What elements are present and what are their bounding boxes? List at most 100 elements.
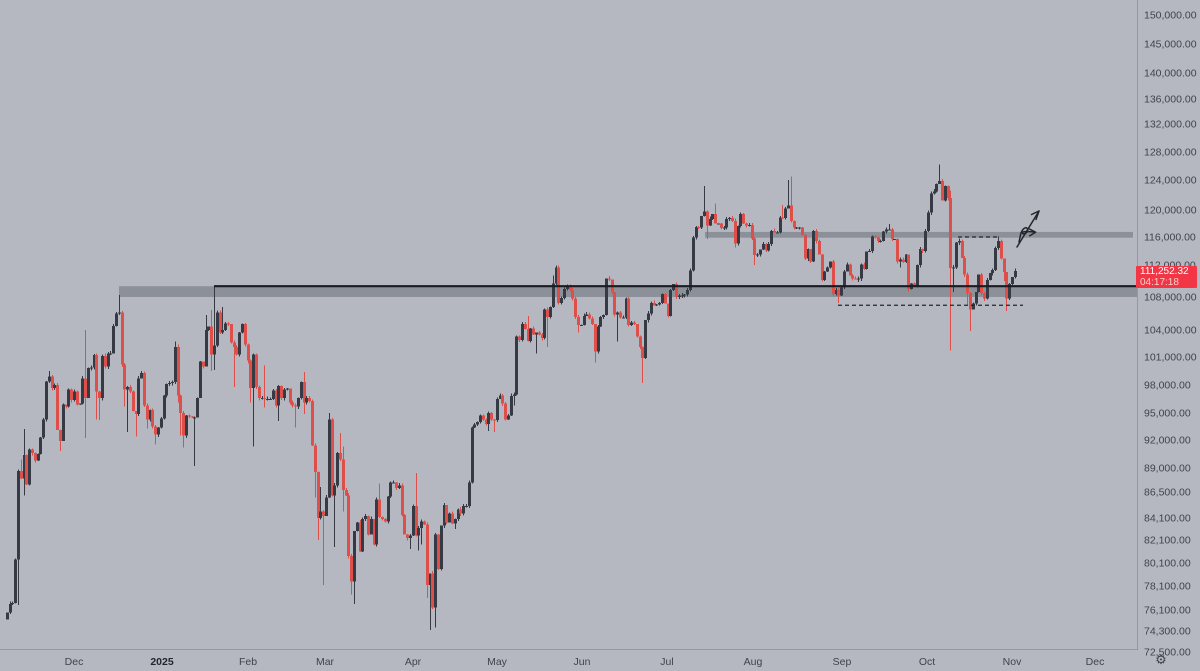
candle-body	[6, 612, 9, 620]
candle-body	[294, 405, 297, 407]
candle-body	[1003, 258, 1006, 273]
candle-body	[126, 386, 129, 390]
resistance-zone-116k[interactable]	[705, 231, 1133, 238]
zone-drawings[interactable]	[119, 231, 1137, 297]
price-tick-label: 84,100.00	[1144, 513, 1191, 525]
candle-body	[532, 328, 535, 335]
candle-body	[930, 193, 933, 213]
candle-body	[121, 312, 124, 365]
candle-body	[571, 289, 574, 299]
candle-body	[487, 413, 490, 424]
candle-body	[653, 302, 656, 306]
candle-body	[39, 437, 42, 454]
candle-body	[95, 355, 98, 392]
time-axis[interactable]: Dec 2025 Feb Mar Apr May Jun Jul Aug Sep Oct Nov Dec	[65, 656, 1105, 668]
candle-body	[317, 471, 320, 518]
candle-body	[53, 385, 56, 388]
candle-body	[149, 410, 152, 420]
last-price-badge[interactable]: 111,252.32 04:17:18	[1136, 266, 1197, 288]
candle-body	[359, 522, 362, 552]
candle-body	[322, 511, 325, 516]
candle-body	[667, 303, 670, 316]
candle-body	[846, 264, 849, 272]
candle-body	[513, 394, 516, 397]
projected-breakout-arrow[interactable]	[1016, 210, 1040, 248]
candle-body	[163, 395, 166, 419]
candle-body	[636, 324, 639, 337]
candle-body	[807, 248, 810, 259]
candle-body	[899, 259, 902, 262]
candle-body	[381, 516, 384, 520]
candle-body	[723, 227, 726, 229]
candle-body	[277, 385, 280, 406]
candle-body	[333, 485, 336, 496]
line-drawings[interactable]	[214, 210, 1137, 306]
candle-body	[725, 218, 728, 228]
candle-body	[599, 316, 602, 327]
arrow-stroke	[1028, 228, 1037, 237]
candle-body	[258, 386, 261, 399]
candle-body	[207, 326, 210, 330]
candle-body	[398, 485, 401, 489]
settings-gear-icon[interactable]: ⚙	[1155, 652, 1167, 667]
candle-body	[23, 454, 26, 479]
candle-body	[966, 274, 969, 293]
candle-body	[994, 248, 997, 270]
candle-body	[129, 386, 132, 392]
supply-zone-108k[interactable]	[119, 286, 1137, 297]
candle-body	[227, 323, 230, 325]
candle-body	[734, 220, 737, 244]
price-axis[interactable]: 150,000.00 145,000.00 140,000.00 136,000.00…	[1144, 10, 1197, 659]
candle-body	[961, 241, 964, 258]
candle-body	[809, 248, 812, 262]
candle-body	[762, 244, 765, 250]
candle-body	[891, 229, 894, 240]
candle-body	[193, 417, 196, 419]
price-tick-label: 82,100.00	[1144, 535, 1191, 547]
candle-body	[963, 258, 966, 275]
candle-body	[655, 304, 658, 306]
candle-body	[17, 470, 20, 560]
arrow-stroke	[1018, 227, 1037, 243]
candle-body	[874, 236, 877, 238]
candle-body	[795, 227, 798, 229]
candle-body	[952, 267, 955, 269]
candle-body	[31, 449, 34, 454]
candle-body	[37, 454, 40, 461]
candle-body	[219, 312, 222, 333]
candle-body	[857, 278, 860, 280]
candle-body	[608, 278, 611, 280]
candle-body	[739, 214, 742, 227]
candle-body	[221, 330, 224, 333]
candle-body	[482, 415, 485, 420]
candle-body	[213, 345, 216, 355]
candle-body	[179, 395, 182, 413]
time-tick-month-label: Feb	[239, 656, 257, 668]
candle-body	[804, 234, 807, 259]
price-tick-label: 72,500.00	[1144, 647, 1191, 659]
candle-body	[731, 218, 734, 221]
candle-body	[328, 419, 331, 498]
candle-body	[538, 332, 541, 335]
candle-body	[501, 395, 504, 404]
candle-body	[577, 316, 580, 326]
candle-body	[20, 470, 23, 479]
time-tick-month-label: Jun	[574, 656, 591, 668]
candle-body	[714, 214, 717, 224]
candle-body	[521, 324, 524, 340]
candle-body	[944, 186, 947, 201]
candle-body	[210, 326, 213, 355]
bar-close-countdown: 04:17:18	[1140, 277, 1179, 288]
candle-body	[350, 556, 353, 582]
candle-body	[933, 191, 936, 194]
candle-body	[821, 254, 824, 281]
candle-body	[947, 186, 950, 198]
candle-body	[991, 269, 994, 273]
candle-body	[1008, 284, 1011, 299]
time-tick-month-label: Dec	[65, 656, 84, 668]
candle-body	[56, 385, 59, 431]
candle-body	[563, 289, 566, 298]
candle-body	[143, 372, 146, 406]
candle-body	[955, 242, 958, 268]
